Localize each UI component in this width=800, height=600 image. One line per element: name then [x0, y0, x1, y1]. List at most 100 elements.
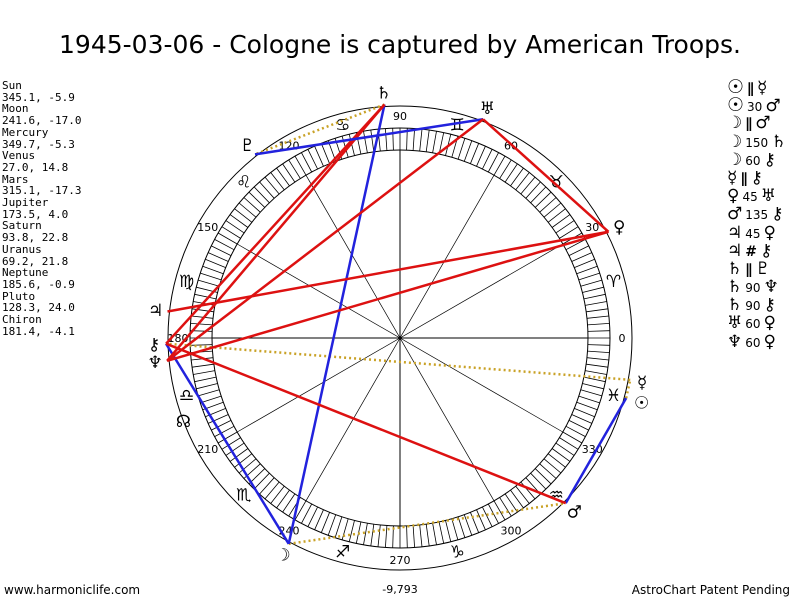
aspect-line-uranus-pluto [254, 118, 484, 156]
venus-icon: ♀ [613, 217, 625, 237]
chiron-icon: ⚷ [771, 204, 784, 225]
aspect-type: 90 [745, 281, 761, 296]
mars-icon: ♂ [567, 503, 582, 523]
aries-icon: ♈ [606, 272, 621, 292]
saturn-icon: ♄ [771, 131, 787, 152]
capricorn-icon: ♑ [450, 542, 465, 562]
planet-position-chiron: 181.4, -4.1 [2, 324, 75, 338]
aspect-row-saturn-pluto: ♄ ∥ ♇ [727, 260, 786, 278]
venus-icon: ♀ [763, 222, 776, 243]
aspect-row-sun-mars: ☉ 30 ♂ [727, 94, 786, 117]
aspect-row-moon-mars: ☽ ∥ ♂ [727, 114, 786, 132]
neptune-icon: ♆ [763, 277, 779, 298]
planet-position-pluto: 128.3, 24.0 [2, 301, 75, 315]
aspect-row-jupiter-chiron: ♃ # ⚷ [727, 242, 786, 260]
moon-icon: ☽ [727, 149, 743, 170]
aspect-row-uranus-venus: ♅ 60 ♀ [727, 314, 786, 332]
mercury-icon: ☿ [757, 78, 768, 98]
aspect-type: 30 [747, 100, 763, 115]
aspect-line-saturn-chiron [165, 103, 386, 345]
aspect-row-jupiter-venus: ♃ 45 ♀ [727, 224, 786, 242]
aspect-row-saturn-neptune: ♄ 90 ♆ [727, 278, 786, 296]
aspect-type: 45 [742, 190, 758, 205]
libra-icon: ♎ [179, 386, 194, 406]
planet-position-list: Sun 345.1, -5.9 Moon 241.6, -17.0 Mercury 349… [2, 80, 81, 337]
degree-label-90: 90 [393, 110, 407, 123]
spoke-150 [237, 243, 563, 433]
neptune-icon: ♆ [727, 331, 743, 352]
planet-position-uranus: 69.2, 21.8 [2, 254, 69, 268]
aspect-line-saturn-neptune [166, 103, 386, 362]
chiron-icon: ⚷ [763, 295, 776, 316]
aspect-type: 60 [745, 335, 761, 350]
pluto-icon: ♇ [755, 258, 771, 279]
aspect-line-moon-chiron [165, 343, 290, 545]
chiron-icon: ⚷ [750, 167, 763, 188]
leo-icon: ♌ [236, 173, 251, 193]
sun-icon: ☉ [634, 393, 649, 413]
mars-icon: ♂ [765, 96, 781, 117]
aspect-row-mars-chiron: ♂ 135 ⚷ [727, 205, 786, 223]
degree-label-270: 270 [390, 554, 411, 567]
planet-name-mercury: Mercury [2, 125, 49, 139]
aspect-line-neptune-uranus [166, 118, 484, 362]
planet-position-jupiter: 173.5, 4.0 [2, 207, 69, 221]
aspect-type: # [745, 243, 757, 260]
aspect-line-neptune-venus [166, 230, 609, 363]
sun-icon: ☉ [727, 94, 745, 117]
degree-label-150: 150 [197, 221, 218, 234]
degree-label-30: 30 [585, 221, 599, 234]
aspect-line-jupiter-venus [167, 230, 609, 313]
patent-notice: AstroChart Patent Pending [631, 583, 790, 597]
saturn-icon: ♄ [727, 295, 743, 316]
pluto-icon: ♇ [240, 136, 255, 156]
aspect-line-venus-uranus [482, 118, 610, 233]
pisces-icon: ♓ [606, 386, 621, 406]
mercury-icon: ☿ [637, 373, 647, 393]
virgo-icon: ♍ [179, 272, 194, 292]
aspect-list: ☉ ∥ ☿ ☉ 30 ♂ ☽ ∥ ♂ ☽ 150 ♄ ☽ 60 ⚷ ☿ ∥ ⚷ ♀ 45 ♅ ♂ 135 ⚷ ♃ 45 ♀ ♃ # ⚷ ♄ ∥… [727, 78, 786, 351]
aspect-line-sun-mars [564, 397, 628, 504]
saturn-icon: ♄ [727, 258, 743, 279]
aspect-type: 60 [745, 153, 761, 168]
node-icon: ☊ [176, 412, 191, 432]
website-link[interactable]: www.harmoniclife.com [4, 583, 141, 597]
neptune-icon: ♆ [148, 353, 163, 373]
mars-icon: ♂ [755, 113, 771, 134]
parallel-line-saturn-pluto [254, 103, 385, 156]
parallel-line-moon-mars [288, 501, 566, 546]
chiron-icon: ⚷ [759, 240, 773, 261]
mars-icon: ♂ [727, 204, 743, 225]
planet-position-neptune: 185.6, -0.9 [2, 277, 75, 291]
saturn-icon: ♄ [727, 277, 743, 298]
planet-position-sun: 345.1, -5.9 [2, 90, 75, 104]
aspect-type: 90 [745, 299, 761, 314]
aspect-row-sun-mercury: ☉ ∥ ☿ [727, 76, 786, 98]
degree-ticks [190, 128, 610, 548]
aspect-type: 45 [745, 226, 761, 241]
moon-icon: ☽ [275, 545, 290, 565]
sun-icon: ☉ [727, 76, 745, 98]
degree-label-300: 300 [501, 524, 522, 537]
aspect-line-moon-saturn [287, 104, 386, 545]
venus-icon: ♀ [727, 186, 740, 207]
sagittarius-icon: ♐ [335, 542, 350, 562]
chiron-icon: ⚷ [763, 149, 776, 170]
planet-position-mercury: 349.7, -5.3 [2, 137, 75, 151]
chart-title: 1945-03-06 - Cologne is captured by Amer… [59, 30, 741, 59]
parallel-line-sun-mercury [624, 379, 632, 399]
jupiter-icon: ♃ [148, 301, 163, 321]
aspect-type: 60 [745, 317, 761, 332]
uranus-icon: ♅ [760, 186, 776, 207]
aspect-type: ∥ [745, 116, 753, 133]
planet-position-venus: 27.0, 14.8 [2, 160, 69, 174]
uranus-icon: ♅ [727, 313, 743, 334]
aspect-type: 150 [745, 135, 769, 150]
mercury-icon: ☿ [727, 167, 738, 188]
planet-position-moon: 241.6, -17.0 [2, 114, 82, 128]
planet-position-mars: 315.1, -17.3 [2, 184, 82, 198]
aspect-row-saturn-chiron: ♄ 90 ⚷ [727, 296, 786, 314]
planet-position-saturn: 93.8, 22.8 [2, 231, 69, 245]
aspect-type: ∥ [747, 81, 755, 97]
